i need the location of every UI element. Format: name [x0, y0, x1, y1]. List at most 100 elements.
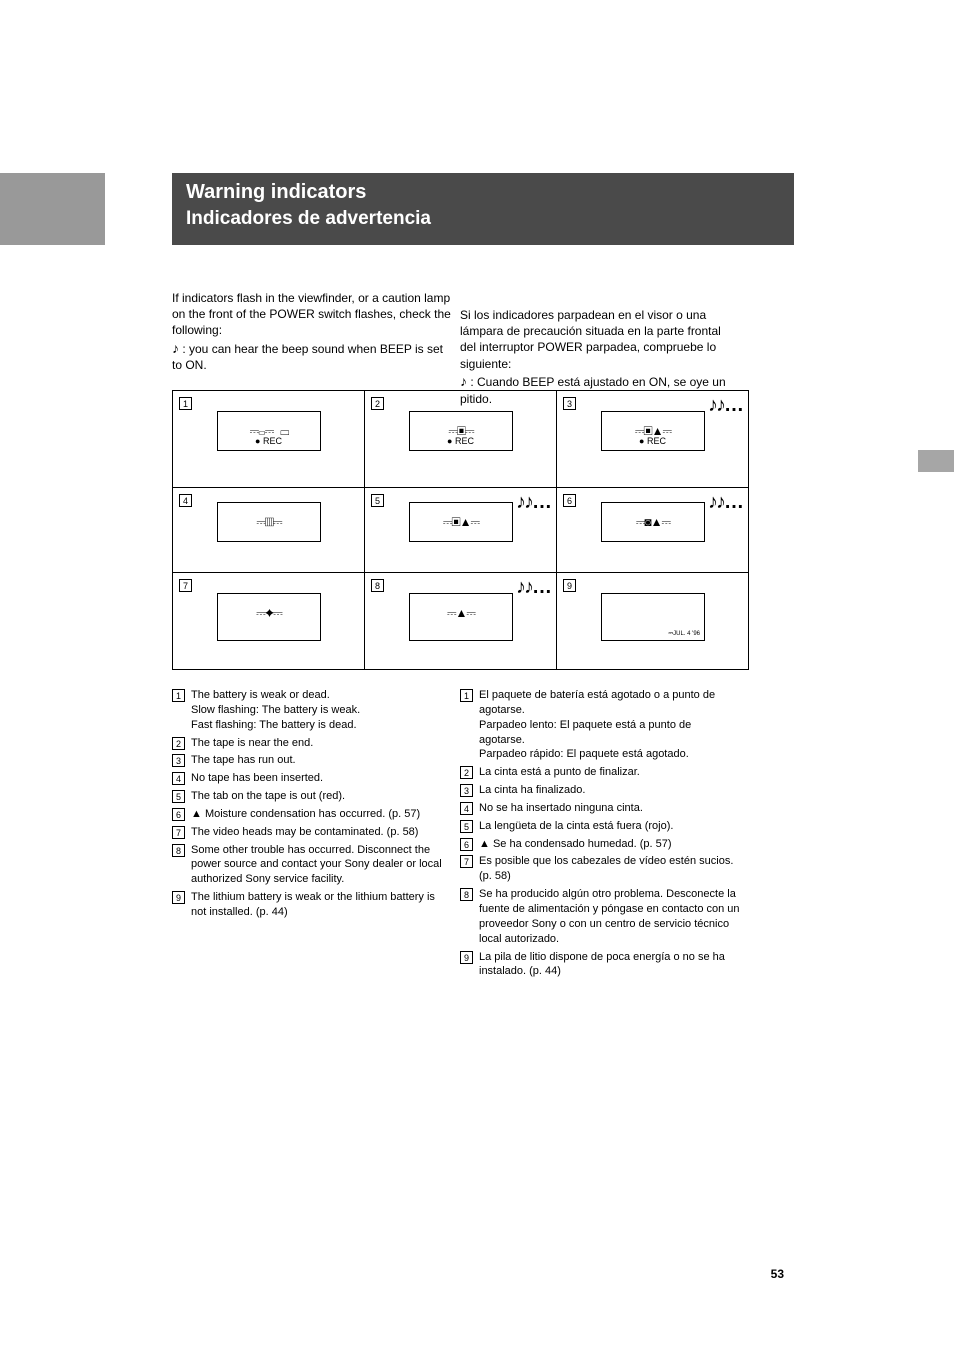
legend-item: 3 The tape has run out. [172, 753, 452, 768]
head-clean-icon: ⎓✦⎓ [218, 606, 320, 621]
legend-text: Es posible que los cabezales de vídeo es… [479, 854, 740, 884]
right-margin-tab [918, 450, 954, 472]
rec-indicator: ● REC [447, 436, 474, 446]
legend-item: 3La cinta ha finalizado. [460, 783, 740, 798]
heading-line-1: Warning indicators [186, 181, 780, 204]
legend-item: 2 The tape is near the end. [172, 736, 452, 751]
legend-number: 8 [460, 888, 473, 901]
cell-number: 7 [179, 579, 192, 592]
legend-text: The tab on the tape is out (red). [191, 789, 452, 804]
diagram-cell-6: 6 ♪♪… ⎓◙▲⎓ [556, 487, 749, 573]
legend-item: 8 Some other trouble has occurred. Discon… [172, 843, 452, 888]
legend-number: 7 [460, 855, 473, 868]
no-tape-icon: ⎓▥⎓ [218, 515, 320, 530]
diagram-cell-7: 7 ⎓✦⎓ [172, 572, 365, 670]
legend-english: 1 The battery is weak or dead.Slow flashi… [172, 688, 452, 923]
viewfinder-frame: ⎓▲⎓ [409, 593, 513, 641]
legend-text: The tape is near the end. [191, 736, 452, 751]
cell-number: 5 [371, 494, 384, 507]
viewfinder-frame: ⎓JUL. 4 '96 [601, 593, 705, 641]
heading-line-2: Indicadores de advertencia [186, 208, 780, 230]
beep-icon: ♪♪… [516, 576, 550, 599]
eighth-note-icon: ♪ [172, 340, 179, 356]
legend-item: 6▲ Se ha condensado humedad. (p. 57) [460, 837, 740, 852]
legend-item: 2La cinta está a punto de finalizar. [460, 765, 740, 780]
warning-indicator-diagram: 1 ⎓▭⎓ ▭ ● REC 2 ⎓▣⎓ ● REC 3 ♪♪… ⎓▣▲⎓ ● R… [172, 390, 752, 669]
rec-indicator: ● REC [639, 436, 666, 446]
eighth-note-icon: ♪ [460, 373, 467, 389]
cell-number: 4 [179, 494, 192, 507]
viewfinder-frame: ⎓▣▲⎓ [409, 502, 513, 542]
legend-text: Some other trouble has occurred. Disconn… [191, 843, 452, 888]
eject-icon: ▲ [191, 808, 202, 820]
legend-number: 8 [172, 844, 185, 857]
legend-spanish: 1 El paquete de batería está agotado o a … [460, 688, 740, 982]
legend-text: ▲ Moisture condensation has occurred. (p… [191, 807, 452, 822]
rec-indicator: ● REC [255, 436, 282, 446]
viewfinder-frame: ⎓▥⎓ [217, 502, 321, 542]
legend-item: 1 El paquete de batería está agotado o a … [460, 688, 740, 762]
legend-number: 3 [460, 784, 473, 797]
diagram-cell-8: 8 ♪♪… ⎓▲⎓ [364, 572, 557, 670]
cell-number: 6 [563, 494, 576, 507]
legend-number: 4 [172, 772, 185, 785]
legend-number: 6 [172, 808, 185, 821]
legend-number: 5 [172, 790, 185, 803]
diagram-cell-3: 3 ♪♪… ⎓▣▲⎓ ● REC [556, 390, 749, 488]
legend-item: 6 ▲ Moisture condensation has occurred. (… [172, 807, 452, 822]
diagram-cell-9: 9 ⎓JUL. 4 '96 [556, 572, 749, 670]
section-heading: Warning indicators Indicadores de advert… [172, 173, 794, 245]
viewfinder-frame: ⎓◙▲⎓ [601, 502, 705, 542]
legend-text: La lengüeta de la cinta está fuera (rojo… [479, 819, 740, 834]
trouble-eject-icon: ⎓▲⎓ [410, 606, 512, 621]
moisture-eject-icon: ⎓◙▲⎓ [602, 515, 704, 530]
cell-number: 3 [563, 397, 576, 410]
beep-icon: ♪♪… [708, 394, 742, 417]
legend-text: No se ha insertado ninguna cinta. [479, 801, 740, 816]
cell-number: 8 [371, 579, 384, 592]
cell-number: 1 [179, 397, 192, 410]
viewfinder-frame: ⎓▭⎓ ▭ ● REC [217, 411, 321, 451]
diagram-cell-2: 2 ⎓▣⎓ ● REC [364, 390, 557, 488]
viewfinder-frame: ⎓▣⎓ ● REC [409, 411, 513, 451]
intro-english: If indicators flash in the viewfinder, o… [172, 290, 452, 374]
left-margin-tab [0, 173, 105, 245]
legend-item: 9 La pila de litio dispone de poca energí… [460, 950, 740, 980]
legend-number: 7 [172, 826, 185, 839]
page-number: 53 [771, 1267, 784, 1281]
legend-number: 9 [460, 951, 473, 964]
diagram-cell-1: 1 ⎓▭⎓ ▭ ● REC [172, 390, 365, 488]
legend-number: 1 [460, 689, 473, 702]
legend-text: The lithium battery is weak or the lithi… [191, 890, 452, 920]
eject-icon: ▲ [479, 838, 490, 850]
legend-text: The tape has run out. [191, 753, 452, 768]
legend-number: 5 [460, 820, 473, 833]
legend-text: No tape has been inserted. [191, 771, 452, 786]
legend-item: 7The video heads may be contaminated. (p… [172, 825, 452, 840]
legend-number: 9 [172, 891, 185, 904]
intro-en-text: If indicators flash in the viewfinder, o… [172, 291, 451, 337]
legend-number: 1 [172, 689, 185, 702]
legend-text: La pila de litio dispone de poca energía… [479, 950, 740, 980]
legend-number: 3 [172, 754, 185, 767]
legend-item: 4No se ha insertado ninguna cinta. [460, 801, 740, 816]
cell-number: 9 [563, 579, 576, 592]
legend-item: 7 Es posible que los cabezales de vídeo e… [460, 854, 740, 884]
legend-text: La cinta está a punto de finalizar. [479, 765, 740, 780]
legend-text: The battery is weak or dead.Slow flashin… [191, 688, 452, 733]
legend-item: 9 The lithium battery is weak or the lith… [172, 890, 452, 920]
legend-item: 5 The tab on the tape is out (red). [172, 789, 452, 804]
intro-en-beep: : you can hear the beep sound when BEEP … [172, 342, 443, 373]
beep-icon: ♪♪… [516, 491, 550, 514]
legend-number: 2 [172, 737, 185, 750]
legend-item: 1 The battery is weak or dead.Slow flashi… [172, 688, 452, 733]
beep-icon: ♪♪… [708, 491, 742, 514]
legend-text: El paquete de batería está agotado o a p… [479, 688, 740, 762]
diagram-cell-5: 5 ♪♪… ⎓▣▲⎓ [364, 487, 557, 573]
legend-text: ▲ Se ha condensado humedad. (p. 57) [479, 837, 740, 852]
legend-text: Se ha producido algún otro problema. Des… [479, 887, 740, 946]
viewfinder-frame: ⎓▣▲⎓ ● REC [601, 411, 705, 451]
legend-item: 5 La lengüeta de la cinta está fuera (roj… [460, 819, 740, 834]
diagram-cell-4: 4 ⎓▥⎓ [172, 487, 365, 573]
viewfinder-frame: ⎓✦⎓ [217, 593, 321, 641]
